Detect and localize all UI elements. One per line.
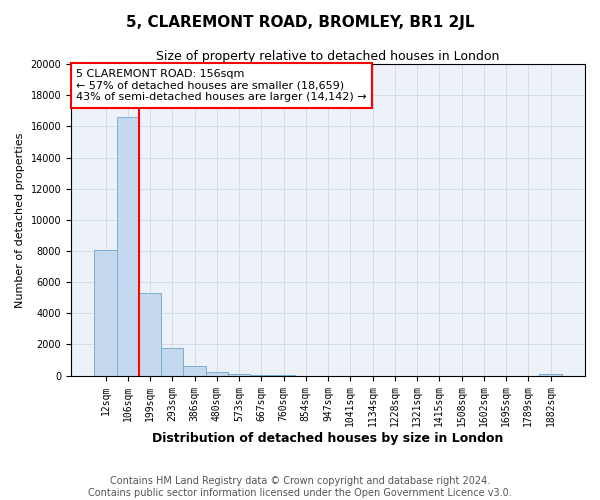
Bar — [139, 293, 161, 376]
Bar — [116, 117, 139, 376]
Text: 5 CLAREMONT ROAD: 156sqm
← 57% of detached houses are smaller (18,659)
43% of se: 5 CLAREMONT ROAD: 156sqm ← 57% of detach… — [76, 69, 367, 102]
Text: Contains HM Land Registry data © Crown copyright and database right 2024.
Contai: Contains HM Land Registry data © Crown c… — [88, 476, 512, 498]
Y-axis label: Number of detached properties: Number of detached properties — [15, 132, 25, 308]
Bar — [228, 374, 250, 376]
Bar — [161, 348, 184, 376]
Bar — [94, 250, 116, 376]
Bar — [539, 374, 562, 376]
Bar — [206, 372, 228, 376]
Bar — [184, 366, 206, 376]
X-axis label: Distribution of detached houses by size in London: Distribution of detached houses by size … — [152, 432, 504, 445]
Text: 5, CLAREMONT ROAD, BROMLEY, BR1 2JL: 5, CLAREMONT ROAD, BROMLEY, BR1 2JL — [126, 15, 474, 30]
Title: Size of property relative to detached houses in London: Size of property relative to detached ho… — [157, 50, 500, 63]
